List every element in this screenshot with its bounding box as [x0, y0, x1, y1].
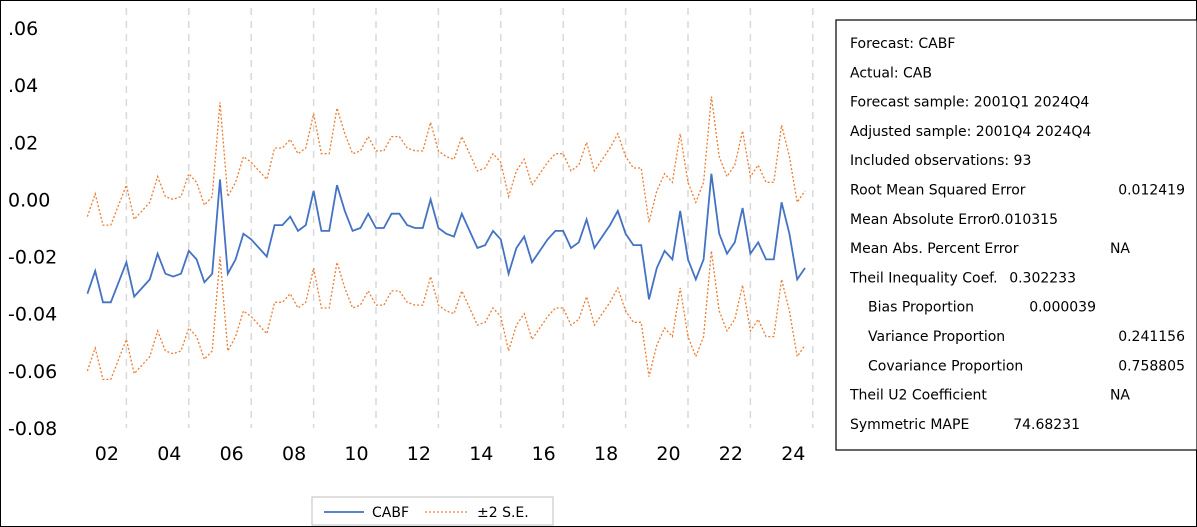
- stats-label: Included observations: 93: [850, 153, 1031, 169]
- stats-label: Root Mean Squared Error: [850, 183, 1026, 199]
- x-tick-label: 12: [407, 443, 431, 465]
- stats-value: 0.302233: [1009, 270, 1076, 286]
- stats-box-frame: [835, 19, 1197, 451]
- vertical-gridlines: [125, 8, 814, 428]
- stats-label: Forecast sample: 2001Q1 2024Q4: [850, 95, 1089, 111]
- y-tick-label: .06: [8, 18, 38, 40]
- y-tick-label: .04: [8, 75, 38, 97]
- x-tick-label: 16: [532, 443, 556, 465]
- y-tick-label: 0.00: [8, 189, 50, 211]
- stats-label: Forecast: CABF: [850, 36, 955, 52]
- cabf-forecast-line: [86, 173, 806, 304]
- stats-value: 0.000039: [1029, 300, 1096, 316]
- x-axis-ticks: 02 04 06 08 10 12 14 16 18 20 22 24: [95, 443, 806, 465]
- legend-label-cabf: CABF: [372, 505, 409, 521]
- x-tick-label: 14: [469, 443, 493, 465]
- stats-value: 0.241156: [1118, 329, 1185, 345]
- y-tick-label: -0.02: [8, 247, 57, 269]
- stats-label: Theil Inequality Coef.: [849, 270, 998, 286]
- stats-box: Forecast: CABF Actual: CAB Forecast sample…: [835, 19, 1197, 451]
- y-tick-label: -0.04: [8, 304, 57, 326]
- stats-label: Variance Proportion: [868, 329, 1005, 345]
- stats-label: Actual: CAB: [850, 65, 932, 81]
- stats-label: Mean Absolute Error: [850, 212, 993, 228]
- stats-value: 74.68231: [1013, 417, 1080, 433]
- x-tick-label: 06: [220, 443, 244, 465]
- x-tick-label: 02: [95, 443, 119, 465]
- stats-label: Symmetric MAPE: [850, 417, 969, 433]
- y-axis-ticks: .06 .04 .02 0.00 -0.02 -0.04 -0.06 -0.08: [8, 18, 57, 440]
- x-tick-label: 10: [344, 443, 368, 465]
- stats-label: Theil U2 Coefficient: [849, 388, 987, 404]
- stats-value: 0.012419: [1118, 183, 1185, 199]
- series-lines: [86, 96, 806, 381]
- legend-label-se: ±2 S.E.: [477, 505, 529, 521]
- y-tick-label: .02: [8, 132, 38, 154]
- stats-value: NA: [1110, 241, 1130, 257]
- stats-label: Covariance Proportion: [868, 358, 1023, 374]
- legend: CABF ±2 S.E.: [311, 496, 554, 526]
- x-tick-label: 04: [157, 443, 181, 465]
- x-tick-label: 22: [719, 443, 743, 465]
- x-tick-label: 08: [282, 443, 306, 465]
- legend-frame: [311, 496, 554, 526]
- stats-label: Mean Abs. Percent Error: [850, 241, 1019, 257]
- stats-value: 0.010315: [991, 212, 1058, 228]
- stats-value: 0.758805: [1118, 358, 1185, 374]
- stats-value: NA: [1110, 388, 1130, 404]
- y-tick-label: -0.06: [8, 361, 57, 383]
- x-tick-label: 18: [594, 443, 618, 465]
- x-tick-label: 24: [781, 443, 805, 465]
- x-tick-label: 20: [656, 443, 680, 465]
- stats-label: Adjusted sample: 2001Q4 2024Q4: [850, 124, 1091, 140]
- y-tick-label: -0.08: [8, 418, 57, 440]
- stats-label: Bias Proportion: [868, 300, 974, 316]
